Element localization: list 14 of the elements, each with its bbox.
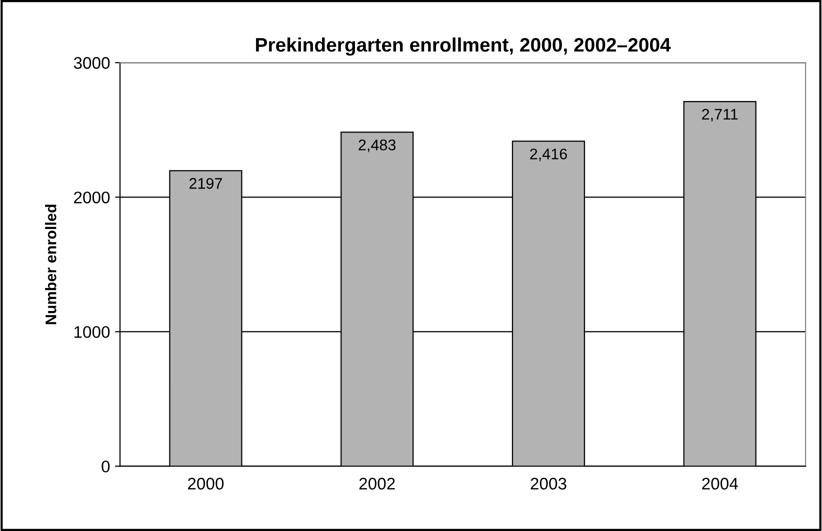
data-label: 2,483	[358, 140, 396, 152]
chart-title: Prekindergarten enrollment, 2000, 2002–2004	[256, 37, 671, 56]
x-tick-label: 2002	[359, 478, 395, 490]
x-tick-label: 2000	[188, 478, 224, 490]
y-tick-label: 3000	[74, 57, 110, 69]
x-tick-label: 2003	[530, 478, 566, 490]
y-tick-label: 2000	[74, 192, 110, 204]
x-tick-label: 2004	[702, 478, 738, 490]
data-label: 2,711	[702, 108, 738, 122]
y-axis-title: Number enrolled	[45, 204, 56, 324]
data-label: 2197	[189, 178, 222, 189]
y-tick-label: 0	[102, 460, 110, 472]
y-tick-label: 1000	[74, 326, 110, 338]
data-label: 2,416	[530, 148, 567, 162]
